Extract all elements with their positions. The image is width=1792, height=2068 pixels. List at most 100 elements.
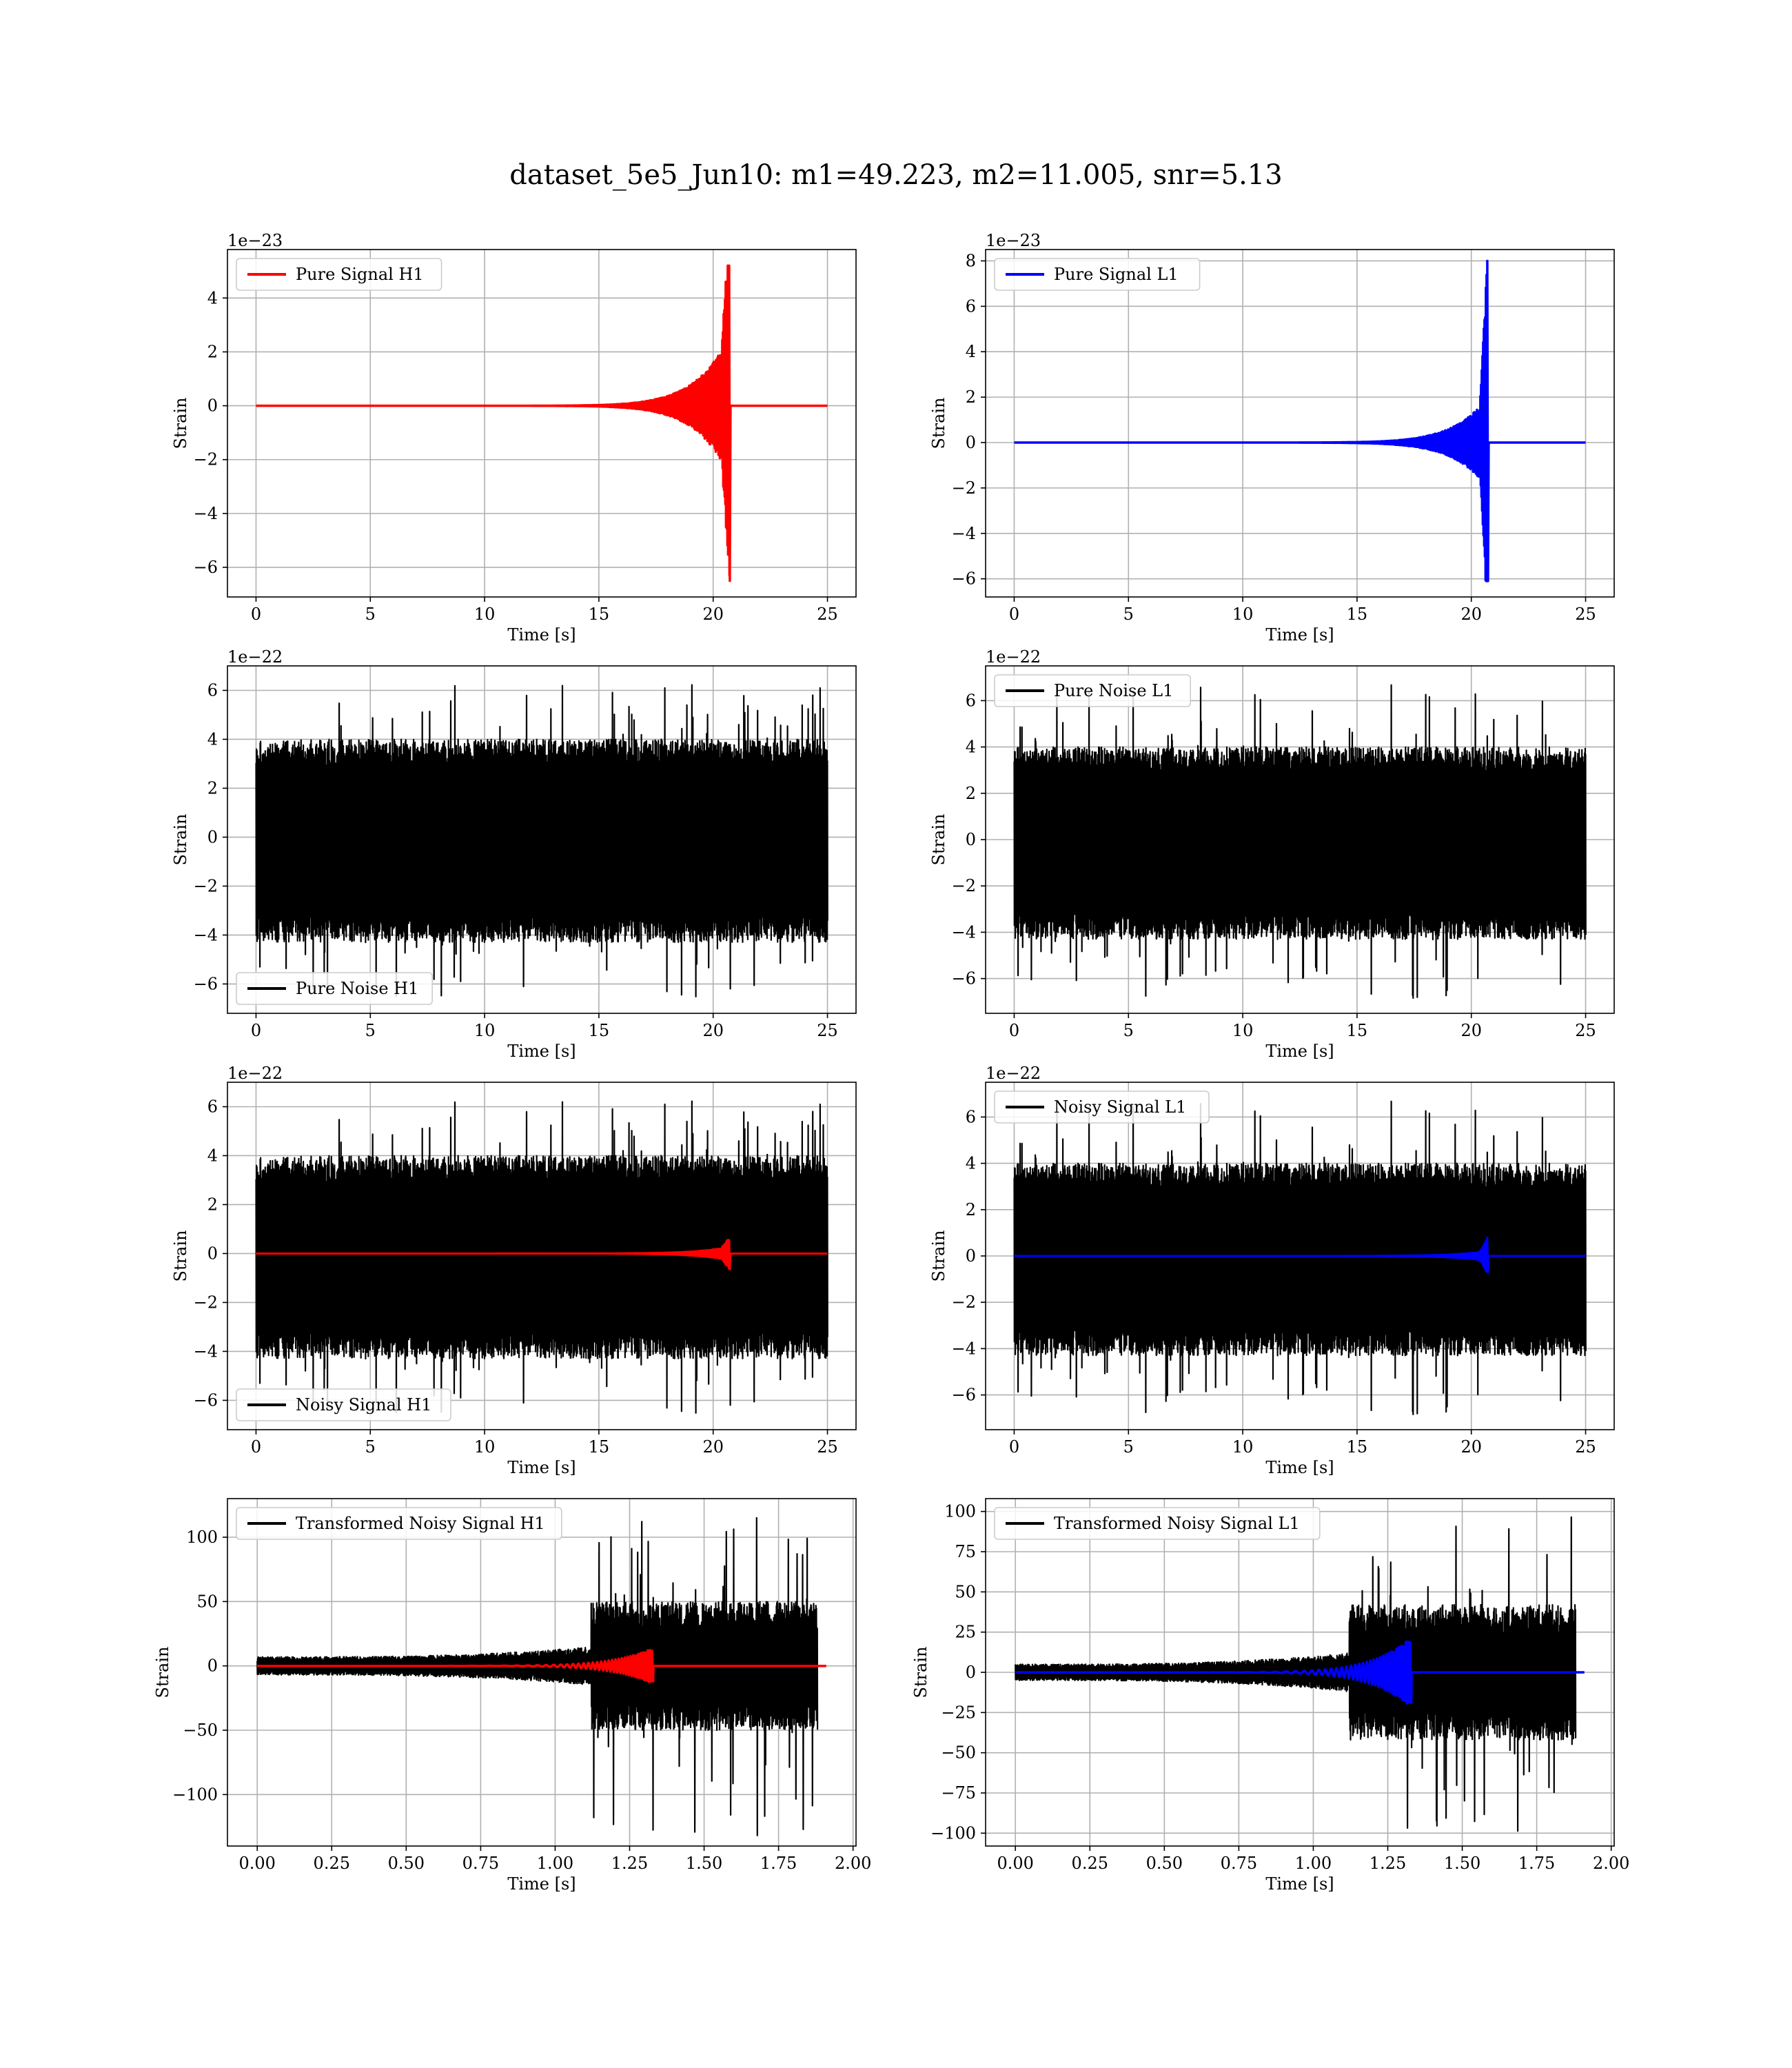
legend-label: Pure Noise H1 [296,979,418,998]
x-tick-label: 0.75 [462,1854,499,1873]
figure-title: dataset_5e5_Jun10: m1=49.223, m2=11.005,… [509,159,1282,191]
y-tick-label: 2 [966,387,976,407]
legend-box [236,258,442,291]
axes-frame [985,249,1615,598]
x-tick-label: 10 [1232,1021,1254,1040]
x-tick-label: 5 [1123,1437,1134,1457]
legend: Pure Noise H1 [236,972,434,1005]
y-tick-label: −4 [194,504,218,523]
x-tick-label: 1.00 [537,1854,573,1873]
x-tick-label: 25 [817,1021,838,1040]
legend-box [236,1507,562,1540]
y-tick-label: −2 [194,450,218,469]
y-tick-label: −100 [930,1823,976,1843]
y-tick-label: 25 [955,1623,976,1642]
x-tick-label: 10 [1232,1437,1254,1457]
x-axis-label: Time [s] [507,1874,576,1894]
x-tick-label: 20 [1460,605,1482,624]
series-group [1014,1516,1585,1832]
y-tick-label: 6 [966,691,976,710]
y-tick-label: −2 [952,876,976,895]
series-line-noisy-signal-h1 [255,1100,828,1414]
axes-frame [227,1082,857,1430]
subplot-pure-signal-h1: 0 5 10 15 20 25 −6 −4 −2 0 2 4 Time [s] Strain 1e−23 Pu… [171,231,857,645]
x-tick-label: 2.00 [835,1854,871,1873]
x-axis-label: Time [s] [1265,1874,1334,1894]
series-line-transformed-noisy-signal-l1 [1015,1516,1577,1832]
y-tick-label: −4 [194,925,218,944]
y-tick-label: −4 [952,524,976,543]
legend-box [994,258,1201,291]
x-tick-label: 25 [1575,605,1596,624]
x-tick-label: 25 [1575,1021,1596,1040]
y-tick-label: 6 [207,1097,218,1116]
series-group [1013,684,1587,999]
y-offset-label: 1e−22 [986,1064,1041,1083]
legend-label: Transformed Noisy Signal H1 [296,1514,545,1533]
y-tick-label: 100 [186,1528,218,1547]
x-tick-label: 1.50 [1444,1854,1480,1873]
y-tick-label: 0 [207,1656,218,1676]
y-tick-label: 0 [966,1246,976,1266]
y-axis-label: Strain [171,814,190,866]
legend-box [994,674,1192,707]
legend-label: Noisy Signal L1 [1054,1097,1186,1117]
series-line-overlay-1 [255,1239,828,1270]
subplot-noisy-signal-h1: 0 5 10 15 20 25 −6 −4 −2 0 2 4 6 Time [s] Strain 1e−22 N… [171,1064,857,1477]
y-tick-label: 2 [966,1200,976,1219]
y-tick-label: 0 [207,396,218,416]
y-tick-label: 75 [955,1542,976,1561]
x-axis-label: Time [s] [1265,1042,1334,1061]
y-tick-label: 4 [207,729,218,749]
x-tick-label: 10 [474,605,496,624]
x-tick-label: 0 [1009,1021,1019,1040]
x-tick-label: 0.75 [1221,1854,1257,1873]
x-tick-label: 0.00 [997,1854,1034,1873]
y-tick-label: −50 [183,1721,218,1740]
series-line-pure-noise-h1 [255,684,828,997]
subplot-pure-noise-h1: 0 5 10 15 20 25 −6 −4 −2 0 2 4 6 Time [s] Strain 1e−22 P… [171,647,857,1061]
x-tick-label: 0.25 [314,1854,350,1873]
x-tick-label: 1.50 [686,1854,722,1873]
subplot-pure-noise-l1: 0 5 10 15 20 25 −6 −4 −2 0 2 4 6 Time [s] Strain 1e−22 P… [929,647,1615,1061]
y-tick-label: −2 [952,478,976,498]
legend: Noisy Signal H1 [236,1388,451,1421]
y-tick-label: −6 [194,558,218,577]
y-tick-label: 4 [207,1146,218,1165]
series-line-overlay-1 [256,1649,826,1683]
x-tick-label: 25 [1575,1437,1596,1457]
y-axis-label: Strain [911,1647,930,1699]
y-tick-label: −75 [941,1783,976,1803]
legend: Pure Signal L1 [994,258,1201,291]
x-tick-label: 15 [1347,1021,1368,1040]
series-group [255,264,828,582]
x-tick-label: 25 [817,1437,838,1457]
x-tick-label: 0.50 [388,1854,425,1873]
y-tick-label: −6 [952,569,976,589]
y-tick-label: 4 [966,342,976,361]
subplot-transformed-noisy-signal-h1: 0.00 0.25 0.50 0.75 1.00 1.25 1.50 1.75 2.00 −100… [153,1498,871,1894]
x-axis-label: Time [s] [1265,625,1334,645]
y-tick-label: −4 [952,1339,976,1358]
y-tick-label: −4 [194,1341,218,1361]
y-tick-label: −6 [194,1390,218,1410]
y-offset-label: 1e−22 [227,647,283,667]
x-tick-label: 15 [589,1437,610,1457]
x-tick-label: 0.25 [1072,1854,1108,1873]
x-tick-label: 10 [474,1021,496,1040]
y-tick-label: 0 [207,827,218,847]
series-group [256,1517,826,1836]
y-tick-label: 0 [966,830,976,849]
y-tick-label: 0 [966,1663,976,1682]
x-tick-label: 0 [1009,605,1019,624]
x-tick-label: 0.00 [239,1854,276,1873]
y-tick-label: 6 [966,296,976,316]
y-axis-label: Strain [171,1230,190,1282]
y-tick-label: −2 [952,1292,976,1312]
axes-frame [227,1498,857,1847]
legend-box [994,1091,1210,1124]
y-axis-label: Strain [929,1230,948,1282]
y-tick-label: 2 [966,784,976,803]
